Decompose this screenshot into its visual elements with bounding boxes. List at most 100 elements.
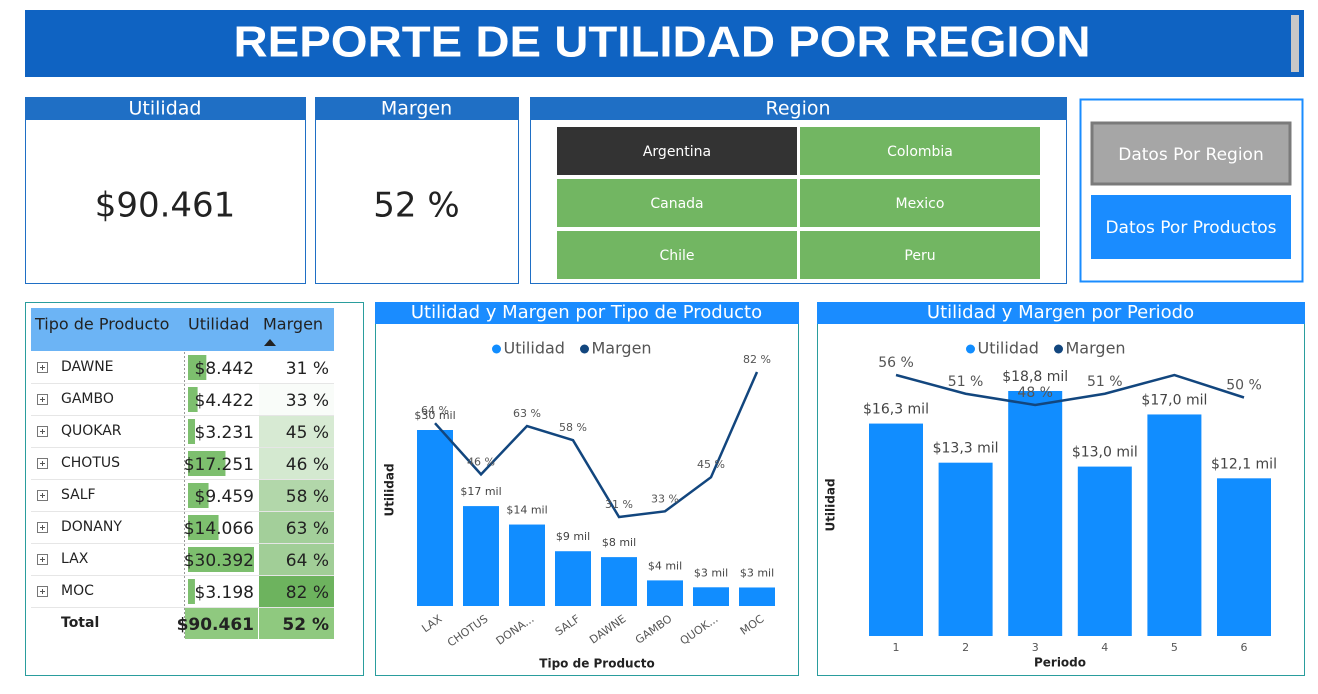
x-tick-label: 1 bbox=[893, 641, 900, 654]
expand-plus bbox=[40, 589, 45, 594]
row-utilidad: $3.231 bbox=[195, 423, 254, 443]
row-utilidad: $14.066 bbox=[184, 519, 254, 539]
row-margen: 58 % bbox=[286, 487, 329, 507]
button[interactable] bbox=[1090, 121, 1292, 186]
row-margen: 82 % bbox=[286, 583, 329, 603]
bar-value-label: $8 mil bbox=[602, 536, 636, 549]
bar bbox=[601, 557, 637, 606]
region-title: Region bbox=[765, 98, 830, 120]
utilidad-bar bbox=[188, 419, 196, 444]
row-name: QUOKAR bbox=[61, 423, 122, 439]
x-axis-label: Periodo bbox=[1034, 656, 1086, 670]
total-utilidad: $90.461 bbox=[177, 615, 254, 635]
bar-value-label: $16,3 mil bbox=[863, 402, 929, 418]
region-option-label: Mexico bbox=[896, 196, 945, 212]
x-tick-label: 5 bbox=[1171, 641, 1178, 654]
legend-marker bbox=[966, 344, 975, 354]
region-option-label: Chile bbox=[659, 248, 694, 264]
row-utilidad: $30.392 bbox=[184, 551, 254, 571]
expand-plus bbox=[40, 461, 45, 466]
utilidad-bar bbox=[188, 483, 209, 508]
row-margen: 63 % bbox=[286, 519, 329, 539]
bar bbox=[869, 423, 923, 636]
expand-plus bbox=[40, 397, 45, 402]
column-header: Utilidad bbox=[188, 315, 249, 334]
row-name: SALF bbox=[61, 487, 96, 503]
legend-label: Utilidad bbox=[978, 339, 1039, 358]
row-margen: 33 % bbox=[286, 391, 329, 411]
expand-plus bbox=[40, 429, 45, 434]
region-header bbox=[530, 97, 1067, 120]
line-value-label: 33 % bbox=[651, 492, 679, 505]
margen-cell bbox=[259, 576, 334, 607]
x-axis-label: Tipo de Producto bbox=[539, 657, 654, 671]
region-option[interactable] bbox=[557, 231, 797, 279]
header-title: REPORTE DE UTILIDAD POR REGION bbox=[234, 18, 1091, 67]
region-option[interactable] bbox=[800, 127, 1040, 175]
bar bbox=[739, 587, 775, 606]
row-name: DONANY bbox=[61, 519, 122, 535]
region-option[interactable] bbox=[557, 127, 797, 175]
legend-label: Margen bbox=[592, 339, 652, 358]
bar bbox=[1217, 478, 1271, 636]
row-name: MOC bbox=[61, 583, 94, 599]
utilidad-bar bbox=[188, 387, 198, 412]
bar-value-label: $4 mil bbox=[648, 559, 682, 572]
region-option[interactable] bbox=[800, 231, 1040, 279]
kpi-title: Utilidad bbox=[129, 98, 202, 120]
region-option[interactable] bbox=[557, 179, 797, 227]
row-margen: 46 % bbox=[286, 455, 329, 475]
region-option[interactable] bbox=[800, 179, 1040, 227]
expand-plus bbox=[40, 365, 45, 370]
bar-value-label: $14 mil bbox=[506, 504, 547, 517]
margen-cell bbox=[259, 512, 334, 543]
y-axis-label: Utilidad bbox=[383, 463, 397, 516]
bar-value-label: $9 mil bbox=[556, 530, 590, 543]
region-option-label: Peru bbox=[904, 248, 935, 264]
line-value-label: 45 % bbox=[697, 458, 725, 471]
bar-value-label: $30 mil bbox=[414, 409, 455, 422]
bar-value-label: $12,1 mil bbox=[1211, 456, 1277, 472]
bar bbox=[693, 587, 729, 606]
row-utilidad: $3.198 bbox=[195, 583, 254, 603]
bar bbox=[417, 430, 453, 606]
bar bbox=[1008, 391, 1063, 636]
legend-marker bbox=[1054, 344, 1063, 354]
bar-value-label: $18,8 mil bbox=[1002, 369, 1068, 385]
kpi-title: Margen bbox=[381, 98, 452, 120]
line-value-label: 51 % bbox=[1087, 374, 1123, 390]
chart-title: Utilidad y Margen por Periodo bbox=[927, 302, 1194, 323]
x-tick-label: 2 bbox=[962, 641, 969, 654]
button[interactable] bbox=[1091, 195, 1291, 259]
x-tick-label: 6 bbox=[1241, 641, 1248, 654]
button-label: Datos Por Productos bbox=[1105, 218, 1276, 238]
line-value-label: 63 % bbox=[513, 407, 541, 420]
bar-value-label: $3 mil bbox=[740, 566, 774, 579]
y-axis-label: Utilidad bbox=[824, 478, 838, 531]
legend-marker bbox=[580, 344, 589, 354]
x-tick-label: 4 bbox=[1101, 641, 1108, 654]
margin-line bbox=[434, 371, 759, 519]
line-value-label: 64 % bbox=[421, 404, 449, 417]
expand-plus bbox=[40, 525, 45, 530]
line-value-label: 48 % bbox=[1017, 385, 1053, 401]
bar bbox=[555, 551, 591, 606]
expand-plus bbox=[40, 493, 45, 498]
region-option-label: Canada bbox=[650, 196, 703, 212]
row-name: GAMBO bbox=[61, 391, 114, 407]
legend-marker bbox=[492, 344, 501, 354]
row-name: CHOTUS bbox=[61, 455, 120, 471]
row-margen: 45 % bbox=[286, 423, 329, 443]
kpi-card bbox=[315, 97, 519, 284]
row-margen: 31 % bbox=[286, 359, 329, 379]
line-value-label: 50 % bbox=[1226, 378, 1262, 394]
chart-title-bar bbox=[375, 302, 799, 324]
line-value-label: 56 % bbox=[878, 355, 914, 371]
column-header: Margen bbox=[263, 315, 323, 334]
total-name: Total bbox=[61, 615, 99, 631]
line-value-label: 58 % bbox=[559, 421, 587, 434]
column-header: Tipo de Producto bbox=[34, 315, 169, 334]
row-name: LAX bbox=[61, 551, 89, 567]
region-option-label: Argentina bbox=[643, 144, 711, 160]
total-margen-cell bbox=[259, 608, 334, 639]
